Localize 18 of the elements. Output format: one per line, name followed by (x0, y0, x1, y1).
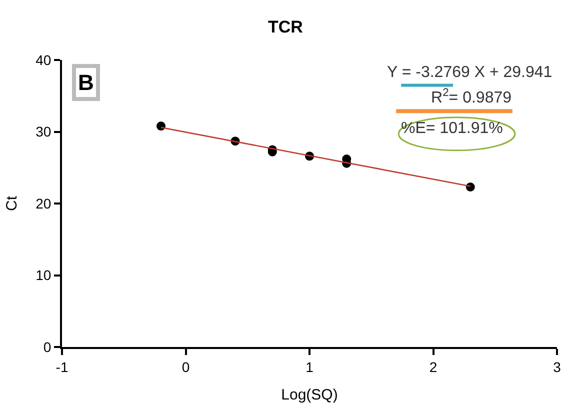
annotation: Y = -3.2769 X + 29.941 (387, 64, 552, 81)
y-tick-label: 10 (36, 267, 52, 284)
chart-title: TCR (268, 17, 303, 36)
x-tick-label: 0 (182, 358, 190, 375)
y-tick-label: 30 (36, 124, 52, 140)
y-axis-title: Ct (3, 195, 20, 211)
x-tick-label: -1 (56, 358, 68, 375)
x-tick-label: 3 (553, 358, 562, 375)
y-tick-label: 40 (36, 52, 52, 68)
annotation: B (78, 70, 94, 95)
x-tick-label: 2 (429, 358, 438, 375)
x-axis-title: Log(SQ) (281, 386, 338, 404)
annotation: %E= 101.91% (401, 120, 503, 137)
x-tick-label: 1 (306, 358, 314, 375)
y-tick-label: 0 (43, 338, 52, 355)
annotation: R$^{2}$= 0.9879 (431, 87, 512, 107)
y-tick-label: 20 (36, 195, 52, 212)
point (156, 122, 166, 131)
